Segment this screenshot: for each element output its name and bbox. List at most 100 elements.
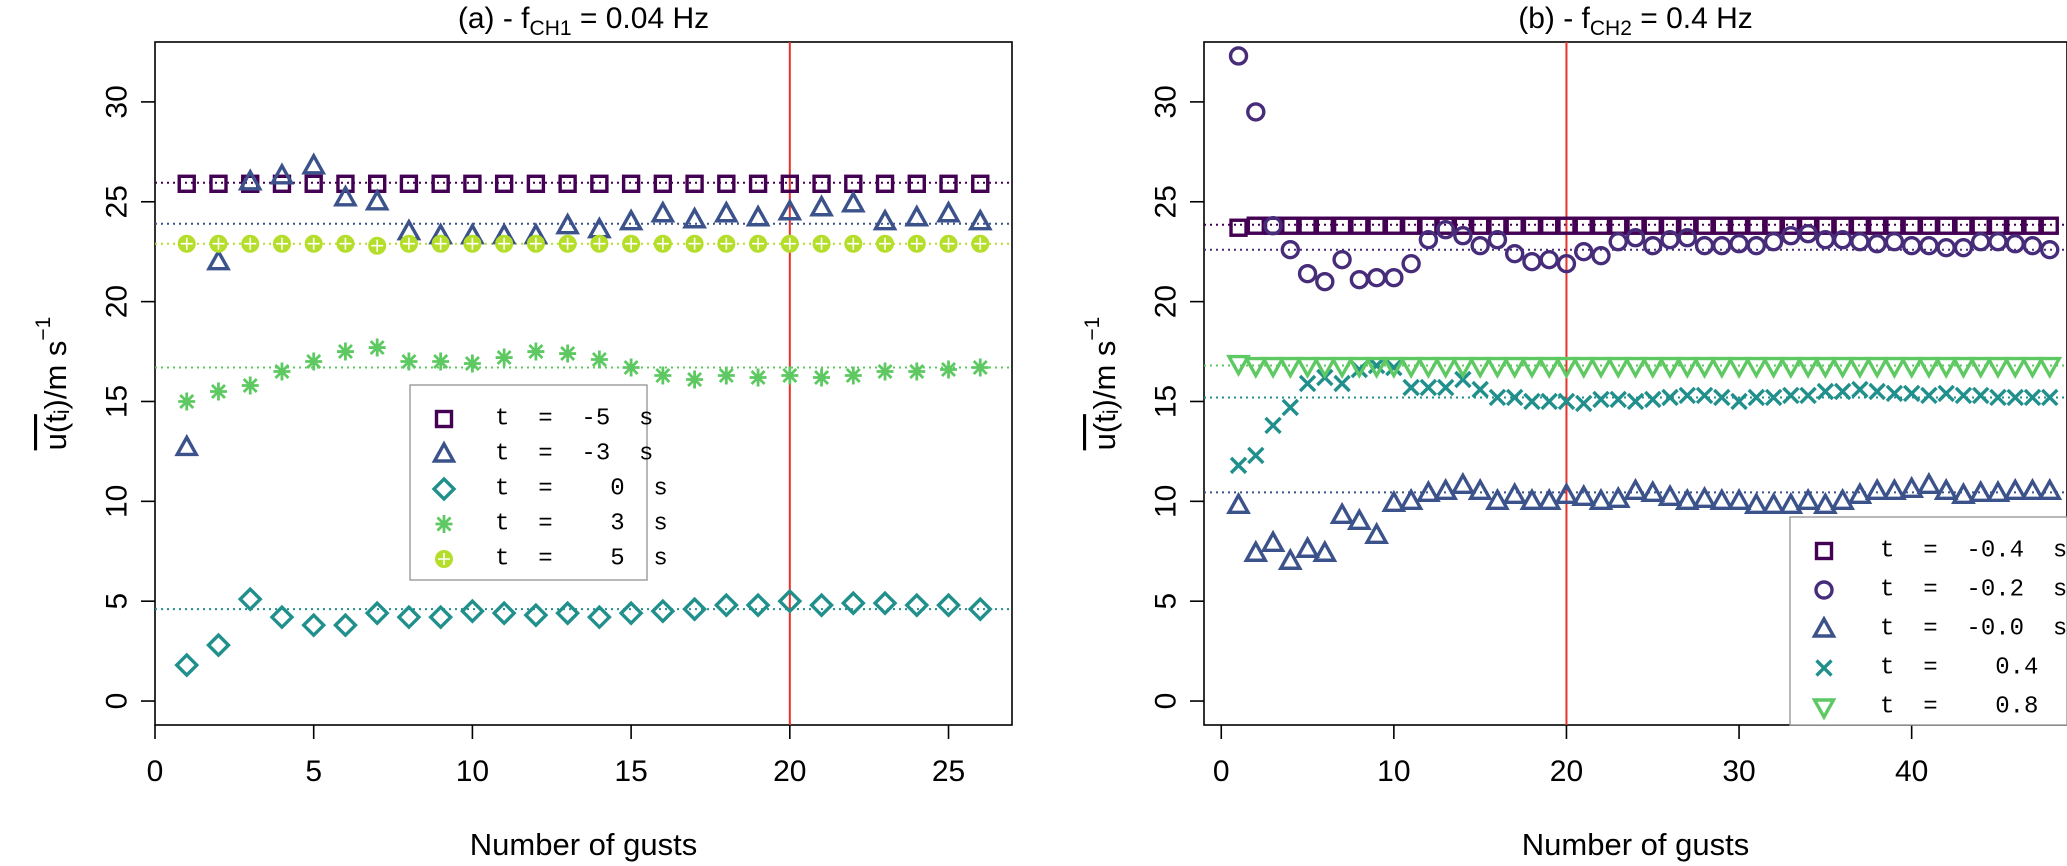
data-point xyxy=(1709,356,1735,380)
data-point xyxy=(301,612,327,638)
data-point xyxy=(241,376,259,395)
data-point xyxy=(1574,216,1593,235)
data-point xyxy=(396,604,422,630)
data-point xyxy=(460,598,485,624)
data-point xyxy=(1608,232,1628,252)
y-label-sub: i xyxy=(51,409,74,414)
data-point xyxy=(1747,388,1766,407)
data-point xyxy=(495,348,513,367)
data-point xyxy=(622,358,640,377)
data-point xyxy=(364,600,390,626)
data-point xyxy=(1951,481,1976,505)
data-point xyxy=(1795,487,1821,511)
data-point xyxy=(364,188,390,211)
data-point xyxy=(1522,251,1542,272)
data-point xyxy=(1713,388,1731,407)
data-point xyxy=(1847,356,1873,380)
data-point xyxy=(967,596,993,622)
y-label-sup: −1 xyxy=(32,317,55,341)
data-point xyxy=(939,174,958,193)
data-point xyxy=(1812,356,1838,380)
data-point xyxy=(713,592,739,618)
data-point xyxy=(1402,378,1420,397)
legend-box xyxy=(1789,516,2067,726)
data-point xyxy=(1782,386,1800,405)
y-tick-label: 30 xyxy=(101,85,134,118)
data-point xyxy=(368,338,386,357)
data-point xyxy=(1864,356,1890,380)
legend-label: t = 0.8 s xyxy=(1880,694,2067,721)
data-point xyxy=(971,174,990,193)
data-point xyxy=(1487,230,1508,250)
data-point xyxy=(1229,456,1248,475)
data-point xyxy=(494,174,514,193)
data-point xyxy=(1385,358,1403,377)
legend-marker xyxy=(1815,659,1833,677)
data-point xyxy=(1295,535,1320,558)
data-point xyxy=(1470,216,1490,235)
data-point xyxy=(1523,392,1541,411)
data-point xyxy=(650,598,676,624)
data-point xyxy=(1539,249,1559,270)
data-point xyxy=(653,174,673,193)
data-point xyxy=(1367,216,1386,235)
data-point xyxy=(558,174,577,193)
data-point xyxy=(206,632,231,658)
data-point xyxy=(1623,356,1648,380)
data-point xyxy=(1333,374,1351,393)
data-point xyxy=(907,174,926,193)
data-point xyxy=(1485,356,1510,380)
y-axis-label: u(ti)/m s−1 xyxy=(1081,317,1123,451)
data-point xyxy=(1764,388,1783,407)
y-tick-label: 5 xyxy=(101,593,134,610)
data-point xyxy=(1919,216,1939,235)
data-point xyxy=(812,234,831,253)
legend-label: t = -3 s xyxy=(495,441,653,468)
data-point xyxy=(1970,232,1991,252)
data-point xyxy=(1677,228,1697,248)
data-point xyxy=(1989,388,2007,407)
data-point xyxy=(1312,356,1338,380)
data-point xyxy=(1864,477,1890,501)
data-point xyxy=(1366,267,1387,288)
data-point xyxy=(1795,356,1821,380)
data-point xyxy=(618,208,644,231)
data-point xyxy=(333,184,358,207)
data-point xyxy=(1415,479,1441,503)
y-label-main: u(t xyxy=(1087,414,1122,451)
data-point xyxy=(809,592,834,618)
data-point xyxy=(840,590,866,616)
data-point xyxy=(1454,370,1472,389)
data-point xyxy=(1623,477,1648,501)
data-point xyxy=(1295,356,1320,380)
legend-marker xyxy=(1811,615,1837,638)
data-point xyxy=(1851,380,1869,399)
data-point xyxy=(1367,356,1386,375)
y-tick-label: 5 xyxy=(1150,593,1183,610)
data-point xyxy=(1640,356,1666,380)
data-point xyxy=(1798,216,1818,235)
data-point xyxy=(2020,477,2045,501)
x-tick-label: 30 xyxy=(1722,755,1755,788)
data-point xyxy=(174,433,200,457)
data-point xyxy=(209,382,227,401)
data-point xyxy=(717,234,736,253)
data-point xyxy=(971,358,989,377)
data-point xyxy=(1277,356,1303,380)
data-point xyxy=(781,366,799,385)
data-point xyxy=(1902,384,1921,403)
data-point xyxy=(940,360,958,379)
data-point xyxy=(241,234,260,253)
legend: t = -5 s t = -3 s t = 0 s t = 3 s t = 5 s xyxy=(409,384,668,581)
x-tick-label: 20 xyxy=(1550,755,1583,788)
data-point xyxy=(682,596,707,622)
legend-marker xyxy=(1811,698,1837,721)
data-point xyxy=(1260,529,1286,552)
data-point xyxy=(555,600,581,626)
data-point xyxy=(1556,253,1577,274)
data-point xyxy=(590,174,609,193)
legend-label: t = 0 s xyxy=(495,476,668,503)
data-point xyxy=(685,234,704,253)
legend-marker xyxy=(1814,580,1834,600)
data-point xyxy=(305,352,323,371)
